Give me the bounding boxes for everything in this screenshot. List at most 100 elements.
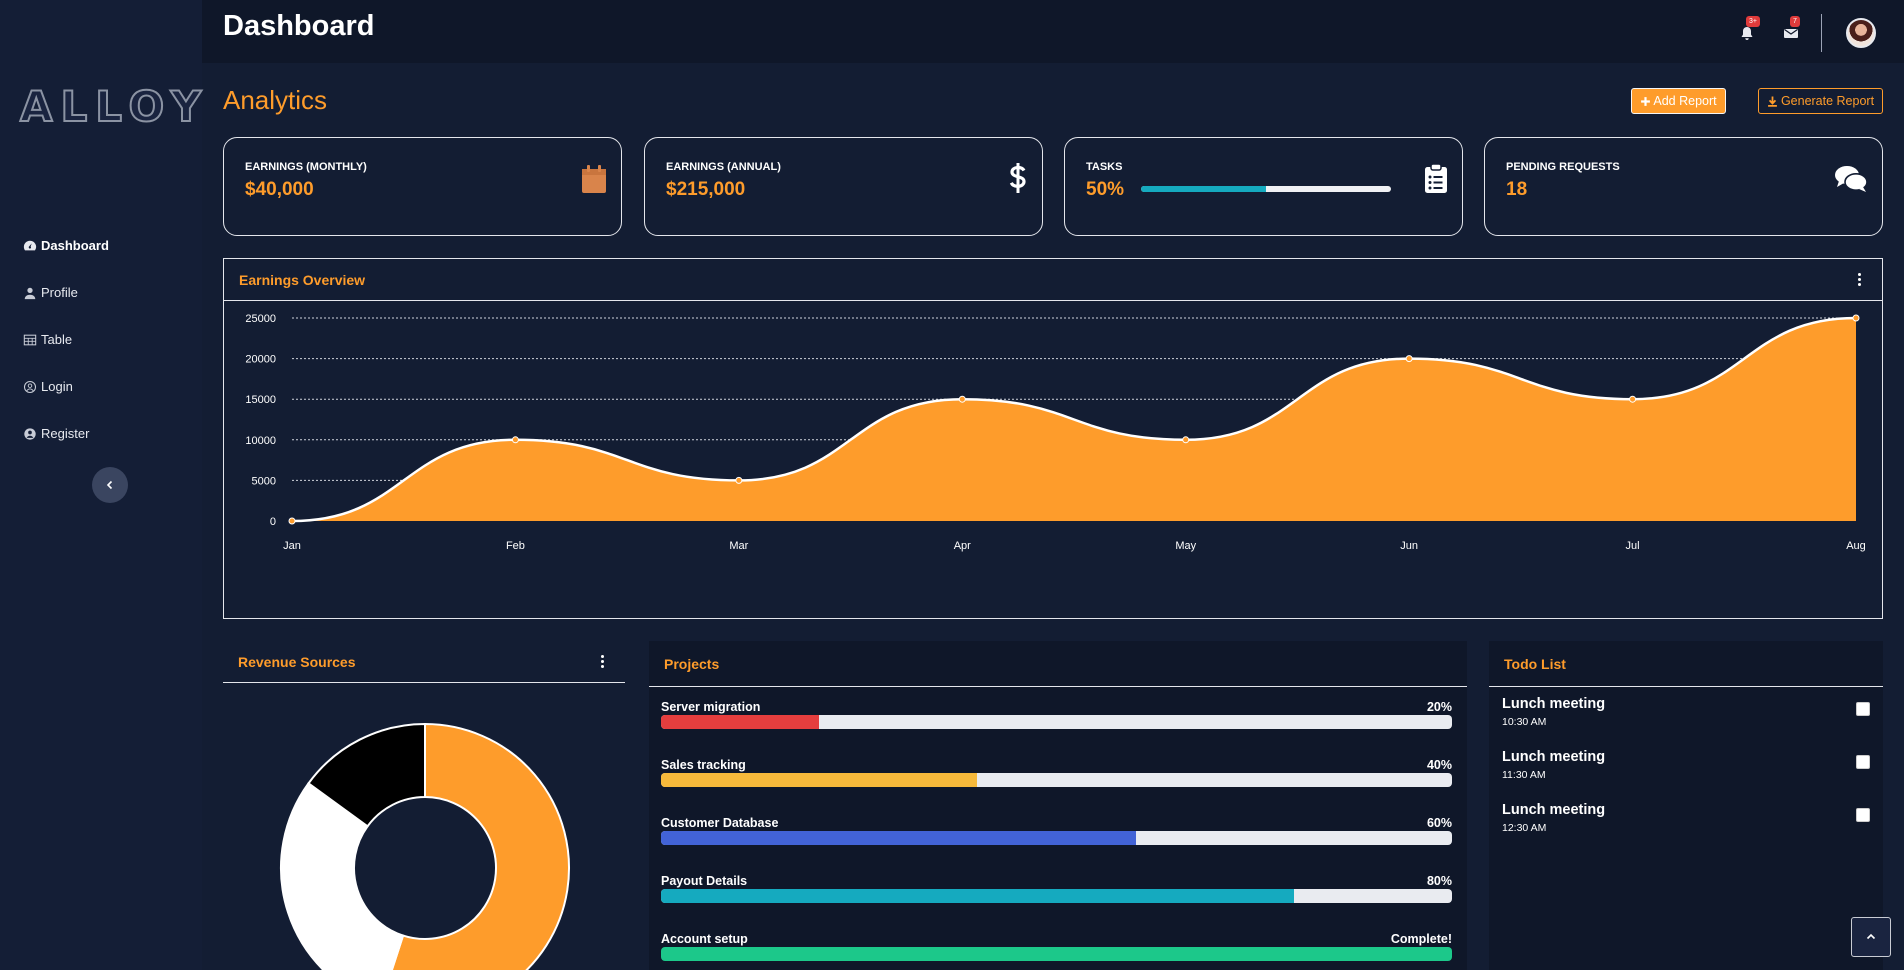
add-report-button[interactable]: Add Report (1631, 88, 1726, 114)
user-icon (24, 287, 36, 299)
user-circle-icon (23, 380, 37, 393)
donut-slice[interactable] (280, 781, 405, 970)
alerts-badge: 3+ (1746, 16, 1760, 27)
dollar-icon (1009, 162, 1027, 199)
project-row: Account setup Complete! (661, 932, 1452, 961)
project-percent: Complete! (1390, 932, 1452, 946)
earnings-line (291, 316, 1857, 523)
brand-logo[interactable]: ALLOY (19, 81, 210, 132)
card-header: Projects (649, 641, 1467, 687)
clipboard-list-icon (1424, 163, 1448, 199)
data-point[interactable] (1629, 395, 1637, 403)
todo-title: Lunch meeting (1502, 802, 1606, 818)
topbar-icons: 3+ 7 (1737, 14, 1876, 52)
y-tick-label: 25000 (245, 313, 276, 325)
y-tick-label: 15000 (245, 394, 276, 406)
data-point[interactable] (511, 436, 519, 444)
scroll-to-top-button[interactable] (1851, 917, 1891, 957)
card-header: Earnings Overview (224, 259, 1882, 301)
revenue-sources-card: Revenue Sources (223, 641, 625, 970)
alerts-button[interactable]: 3+ (1737, 16, 1760, 43)
data-point[interactable] (288, 517, 296, 525)
more-options-button[interactable] (1858, 273, 1862, 288)
tasks-progress-bar (1141, 186, 1391, 192)
generate-report-label: Generate Report (1780, 94, 1875, 108)
project-name: Server migration (661, 700, 761, 714)
todo-item: Lunch meeting 12:30 AM (1502, 802, 1872, 834)
page-title: Dashboard (223, 10, 375, 42)
x-tick-label: Feb (506, 540, 525, 552)
sidebar-collapse-button[interactable] (92, 467, 128, 503)
earnings-overview-card: Earnings Overview 0 5000 10000 15000 20000 25… (223, 258, 1883, 619)
project-progress-fill (661, 773, 978, 787)
card-title: Earnings Overview (239, 272, 366, 288)
y-tick-label: 10000 (245, 435, 276, 447)
todo-list-card: Todo List Lunch meeting 10:30 AM Lunch mee… (1489, 641, 1883, 970)
x-tick-label: Jun (1400, 540, 1418, 552)
comments-icon (1834, 165, 1868, 198)
y-tick-label: 20000 (245, 354, 276, 366)
data-point[interactable] (735, 476, 743, 484)
project-percent: 40% (1426, 758, 1452, 772)
todo-time: 12:30 AM (1502, 822, 1547, 834)
data-point[interactable] (1182, 436, 1190, 444)
stat-card-earnings-monthly: EARNINGS (MONTHLY) $40,000 (223, 137, 622, 236)
earnings-area-chart: 0 5000 10000 15000 20000 25000 Jan Feb Mar Apr May… (245, 313, 1866, 552)
sidebar-item-dashboard[interactable]: Dashboard (23, 222, 109, 269)
stat-label: EARNINGS (MONTHLY) (245, 161, 367, 173)
donut-slice[interactable] (307, 722, 426, 828)
project-progress-bar (661, 831, 1452, 845)
chevron-up-icon (1866, 933, 1876, 940)
project-name: Account setup (661, 932, 748, 946)
calendar-icon (581, 164, 607, 199)
stat-card-pending-requests: PENDING REQUESTS 18 (1484, 137, 1883, 236)
tachometer-icon (23, 240, 37, 250)
project-progress-bar (661, 773, 1452, 787)
stat-value: 50% (1086, 179, 1125, 200)
x-tick-label: Mar (729, 540, 748, 552)
sidebar-item-table[interactable]: Table (23, 316, 109, 363)
avatar[interactable] (1846, 18, 1876, 48)
sidebar-item-label: Dashboard (41, 238, 109, 253)
more-options-button[interactable] (601, 655, 605, 670)
sidebar-item-profile[interactable]: Profile (23, 269, 109, 316)
section-title: Analytics (223, 85, 328, 115)
project-progress-bar (661, 889, 1452, 903)
chevron-left-icon (106, 480, 113, 490)
y-tick-label: 5000 (252, 475, 276, 487)
project-row: Payout Details 80% (661, 874, 1452, 903)
data-point[interactable] (1852, 314, 1860, 322)
project-row: Sales tracking 40% (661, 758, 1452, 787)
project-name: Payout Details (661, 874, 748, 888)
x-tick-label: Aug (1846, 540, 1866, 552)
project-row: Server migration 20% (661, 700, 1452, 729)
donut-slice[interactable] (381, 722, 570, 970)
generate-report-button[interactable]: Generate Report (1758, 88, 1883, 114)
x-tick-label: May (1175, 540, 1196, 552)
messages-button[interactable]: 7 (1781, 16, 1801, 43)
todo-item: Lunch meeting 11:30 AM (1502, 749, 1872, 781)
todo-checkbox[interactable] (1856, 702, 1870, 716)
data-point[interactable] (1405, 355, 1413, 363)
card-title: Projects (664, 656, 720, 672)
sidebar-item-login[interactable]: Login (23, 363, 109, 410)
stat-card-earnings-annual: EARNINGS (ANNUAL) $215,000 (644, 137, 1043, 236)
sidebar-item-label: Login (41, 379, 73, 394)
stat-value: $215,000 (666, 179, 746, 200)
card-title: Todo List (1504, 656, 1566, 672)
user-circle-filled-icon (24, 427, 36, 440)
stat-card-tasks: TASKS 50% (1064, 137, 1463, 236)
todo-checkbox[interactable] (1856, 808, 1870, 822)
data-point[interactable] (958, 395, 966, 403)
todo-checkbox[interactable] (1856, 755, 1870, 769)
x-tick-label: Jul (1626, 540, 1640, 552)
sidebar: ALLOY Dashboard Profile Table Login Regi… (0, 0, 202, 970)
sidebar-nav: Dashboard Profile Table Login Register (23, 222, 109, 457)
project-progress-fill (661, 947, 1452, 961)
project-progress-bar (661, 715, 1452, 729)
x-tick-label: Apr (954, 540, 971, 552)
card-header: Revenue Sources (223, 641, 625, 683)
sidebar-item-register[interactable]: Register (23, 410, 109, 457)
project-progress-bar (661, 947, 1452, 961)
todo-title: Lunch meeting (1502, 696, 1606, 712)
